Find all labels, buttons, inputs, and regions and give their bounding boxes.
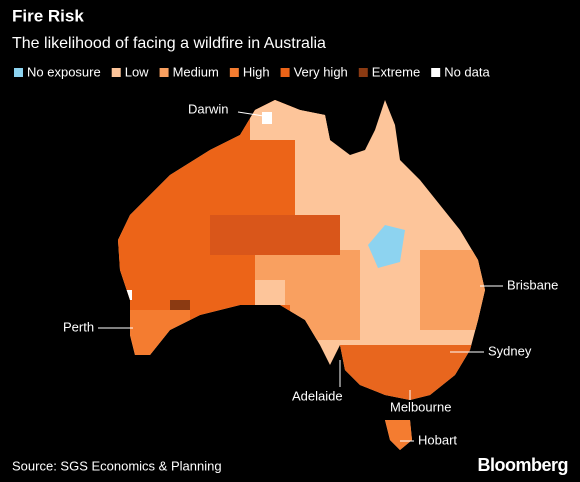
legend-swatch — [358, 68, 368, 77]
legend-label: Extreme — [372, 64, 420, 79]
legend-label: Medium — [173, 64, 219, 79]
city-label: Hobart — [418, 432, 457, 447]
subtitle: The likelihood of facing a wildfire in A… — [12, 35, 326, 52]
legend-swatch — [14, 68, 23, 77]
legend-swatch — [280, 68, 290, 77]
city-label: Perth — [63, 319, 94, 334]
brand: Bloomberg — [477, 455, 568, 475]
city-label: Brisbane — [507, 277, 558, 292]
source: Source: SGS Economics & Planning — [12, 458, 222, 473]
legend-label: High — [243, 64, 270, 79]
legend-label: No exposure — [27, 64, 101, 79]
legend: No exposure Low Medium High Very high Extreme… — [14, 64, 490, 79]
legend-swatch — [229, 68, 239, 77]
city-label: Adelaide — [292, 388, 343, 403]
leader-line — [237, 111, 271, 118]
city-label: Melbourne — [390, 399, 451, 414]
legend-label: Very high — [294, 64, 348, 79]
legend-label: Low — [125, 64, 149, 79]
legend-swatch — [159, 68, 169, 77]
legend-label: No data — [444, 64, 490, 79]
city-label: Sydney — [488, 343, 532, 358]
legend-swatch — [111, 68, 121, 77]
city-labels: Darwin Brisbane Perth Sydney Adelaide Me… — [63, 101, 558, 447]
title: Fire Risk — [12, 6, 84, 25]
legend-swatch — [431, 68, 441, 77]
city-label: Darwin — [188, 101, 228, 116]
